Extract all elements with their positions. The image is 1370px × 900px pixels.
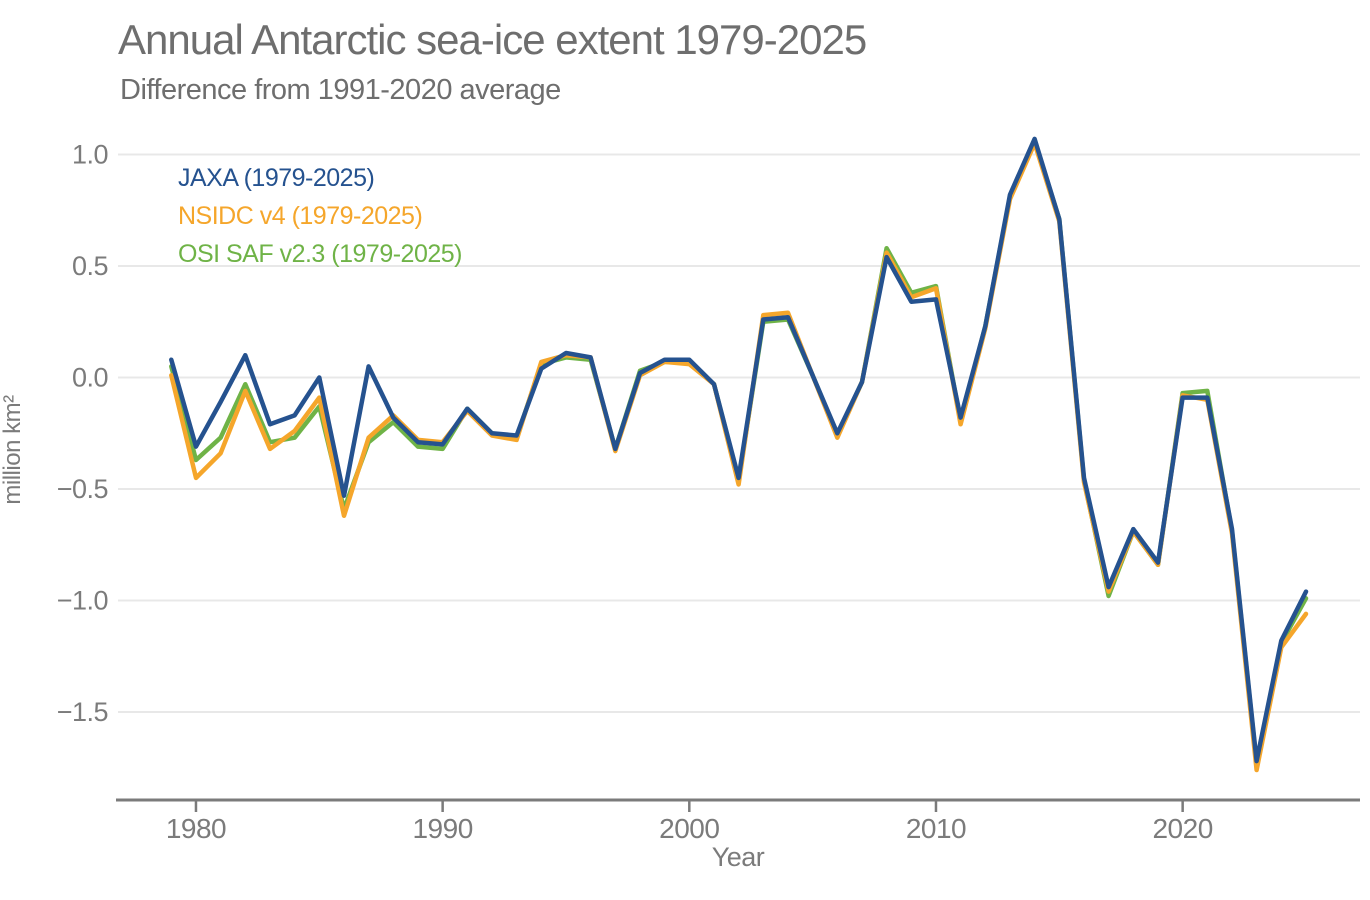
chart-title: Annual Antarctic sea-ice extent 1979-202… [118,16,867,63]
y-tick-label: −0.5 [57,474,108,504]
series-line-jaxa [169,136,1309,764]
y-tick-label: 0.5 [72,251,108,281]
y-tick-label: 0.0 [72,363,108,393]
y-tick-label: −1.5 [57,697,108,727]
x-tick-label: 2020 [1152,813,1212,844]
y-tick-label: −1.0 [57,586,108,616]
chart-subtitle: Difference from 1991-2020 average [120,74,561,106]
x-tick-label: 2010 [906,813,966,844]
legend-item-jaxa: JAXA (1979-2025) [178,164,375,192]
legend-item-osisaf: OSI SAF v2.3 (1979-2025) [178,240,462,268]
legend-item-nsidc: NSIDC v4 (1979-2025) [178,202,423,230]
x-tick-label: 1990 [412,813,472,844]
x-tick-label: 2000 [659,813,719,844]
legend: JAXA (1979-2025) NSIDC v4 (1979-2025) OS… [178,159,462,273]
y-tick-label: 1.0 [72,140,108,170]
y-axis-title: million km² [0,395,26,505]
x-tick-label: 1980 [166,813,226,844]
x-axis-title: Year [711,842,765,872]
